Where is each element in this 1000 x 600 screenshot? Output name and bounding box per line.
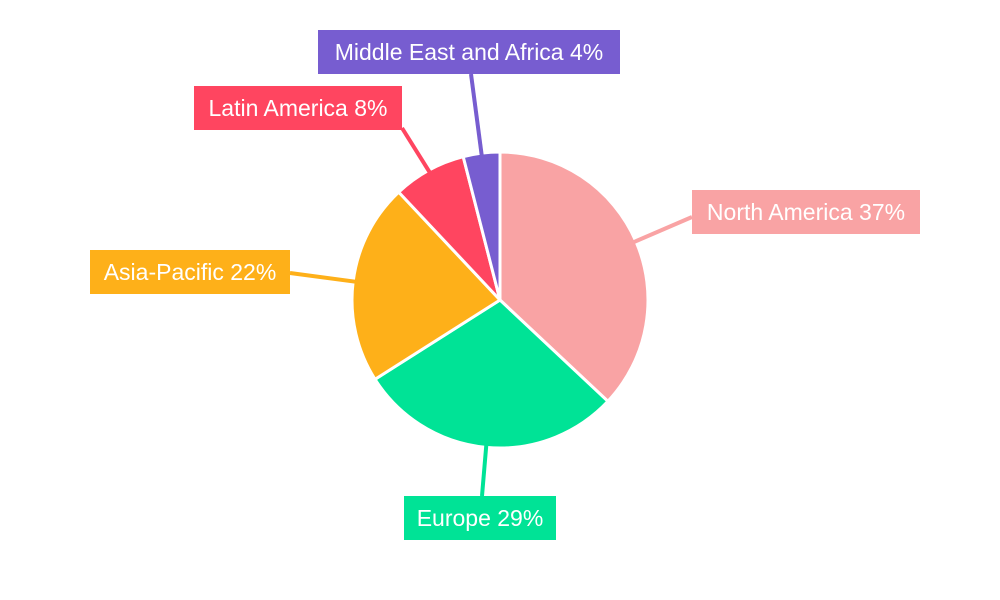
data-label-box [692,190,920,234]
data-label: Middle East and Africa 4% [335,39,603,65]
slices [350,150,650,450]
leader-line [289,271,358,284]
leader-line [469,73,484,158]
data-label: Asia-Pacific 22% [104,259,277,285]
leader-line [480,443,489,497]
labels: North America 37% Europe 29% Asia-Pacific … [90,30,920,540]
data-label-box [318,30,620,74]
data-label: Latin America 8% [209,95,388,121]
leader-line [631,215,693,245]
leader-line [400,126,433,175]
data-label-box [194,86,402,130]
data-label: Europe 29% [417,505,544,531]
data-label-box [404,496,556,540]
data-label: North America 37% [707,199,905,225]
data-label-box [90,250,290,294]
